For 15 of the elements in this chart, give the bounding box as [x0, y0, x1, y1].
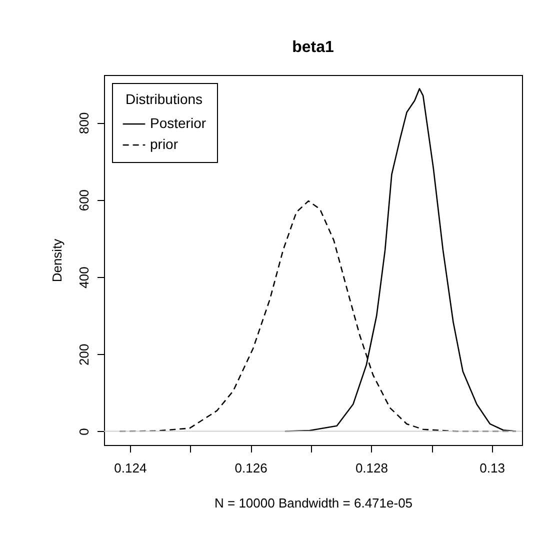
x-axis-title: N = 10000 Bandwidth = 6.471e-05	[214, 496, 413, 510]
legend-label: prior	[150, 136, 178, 152]
y-tick-label: 200	[76, 344, 92, 366]
legend-label: Posterior	[150, 115, 206, 131]
x-tick-label: 0.124	[114, 460, 147, 476]
x-tick-label: 0.13	[480, 460, 505, 476]
y-tick-label: 800	[76, 112, 92, 134]
y-tick-label: 0	[76, 428, 92, 436]
legend-title: Distributions	[125, 91, 203, 107]
y-tick-label: 400	[76, 266, 92, 288]
y-tick-label: 600	[76, 189, 92, 212]
chart-title: beta1	[292, 39, 334, 56]
x-tick-label: 0.128	[355, 460, 388, 476]
x-tick-label: 0.126	[234, 460, 268, 476]
y-axis-title: Density	[50, 238, 64, 282]
